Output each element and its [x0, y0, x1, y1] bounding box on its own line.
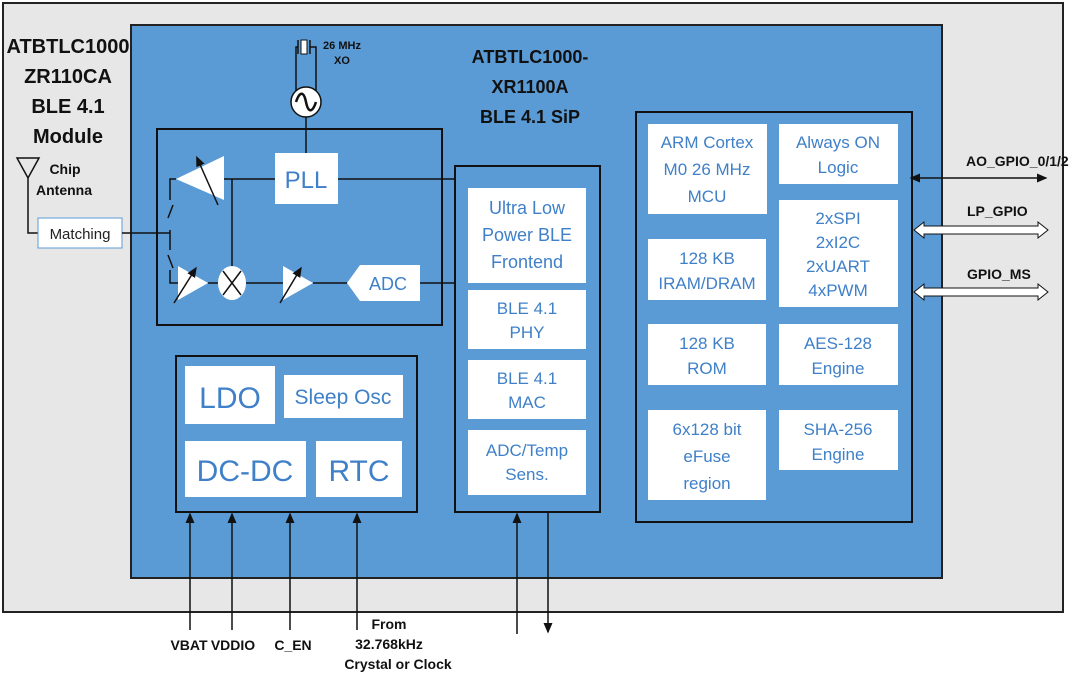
clock-label: 32.768kHz — [355, 636, 423, 652]
antenna-icon — [15, 157, 41, 234]
svg-text:ADC/Temp: ADC/Temp — [486, 441, 568, 460]
svg-text:XR1100A: XR1100A — [491, 77, 568, 97]
ble-phy-label: BLE 4.1 PHY — [497, 299, 558, 342]
pll-label: PLL — [285, 167, 328, 194]
svg-text:MCU: MCU — [688, 187, 727, 206]
svg-text:4xPWM: 4xPWM — [808, 281, 868, 300]
antenna-label: Chip — [49, 161, 80, 177]
pa-icon — [176, 156, 224, 200]
rtc-block — [316, 441, 402, 497]
ldo-block — [185, 366, 275, 424]
ldo-label: LDO — [199, 382, 261, 415]
ble-block — [454, 165, 601, 513]
module-title-line: BLE 4.1 — [31, 96, 104, 118]
amplifier-icon — [283, 266, 313, 300]
gpio-ms-label: GPIO_MS — [967, 266, 1031, 282]
svg-text:Ultra Low: Ultra Low — [489, 198, 566, 218]
svg-text:AES-128: AES-128 — [804, 334, 872, 353]
svg-text:128 KB: 128 KB — [679, 249, 735, 268]
c-en-label: C_EN — [274, 637, 311, 653]
matching-block — [37, 217, 123, 249]
aes-block — [779, 324, 898, 385]
svg-text:Always ON: Always ON — [796, 133, 880, 152]
antenna-label: Antenna — [36, 182, 92, 198]
oscillator-icon — [290, 86, 322, 118]
arm-mcu-block — [648, 124, 767, 214]
sha-block — [779, 410, 898, 470]
lp-gpio-arrow — [913, 220, 1049, 240]
rtc-label: RTC — [328, 455, 389, 488]
module-title-line: ZR110CA — [24, 66, 112, 88]
vbat-label: VBAT — [170, 637, 208, 653]
svg-text:Engine: Engine — [812, 359, 865, 378]
svg-text:Sens.: Sens. — [505, 465, 548, 484]
adc-temp-block — [468, 430, 586, 495]
sip-title: ATBTLC1000- XR1100A BLE 4.1 SiP — [472, 47, 589, 127]
module-title-line: Module — [33, 126, 103, 148]
svg-text:BLE 4.1: BLE 4.1 — [497, 369, 558, 388]
sleep-osc-block — [284, 375, 403, 418]
sleep-osc-label: Sleep Osc — [295, 386, 392, 409]
svg-text:eFuse: eFuse — [683, 447, 730, 466]
svg-text:2xSPI: 2xSPI — [815, 209, 860, 228]
vddio-label: VDDIO — [211, 637, 255, 653]
svg-text:ROM: ROM — [687, 359, 727, 378]
mcu-block — [635, 111, 913, 523]
svg-text:128 KB: 128 KB — [679, 334, 735, 353]
svg-text:M0 26 MHz: M0 26 MHz — [664, 160, 751, 179]
svg-text:MAC: MAC — [508, 393, 546, 412]
svg-text:BLE 4.1 SiP: BLE 4.1 SiP — [480, 107, 580, 127]
pin-arrows — [185, 512, 553, 634]
xo-label: XO — [334, 55, 350, 67]
svg-text:Power BLE: Power BLE — [482, 225, 572, 245]
adc-label: ADC — [369, 274, 407, 294]
svg-text:Engine: Engine — [812, 445, 865, 464]
dcdc-block — [185, 441, 306, 497]
dcdc-label: DC-DC — [197, 455, 294, 488]
svg-text:SHA-256: SHA-256 — [804, 420, 873, 439]
ram-block — [648, 239, 766, 300]
svg-text:region: region — [683, 474, 730, 493]
clock-label: Crystal or Clock — [344, 656, 452, 672]
ble-phy-block — [468, 290, 586, 349]
pll-block — [275, 153, 338, 204]
svg-text:IRAM/DRAM: IRAM/DRAM — [658, 274, 755, 293]
xo-label: 26 MHz — [323, 40, 361, 52]
mixer-icon — [218, 266, 246, 300]
ao-gpio-label: AO_GPIO_0/1/2 — [966, 153, 1069, 169]
ble-frontend-label: Ultra Low Power BLE Frontend — [482, 198, 572, 272]
ble-frontend-block — [468, 188, 586, 283]
svg-text:ATBTLC1000-: ATBTLC1000- — [472, 47, 589, 67]
module-title-line: ATBTLC1000 — [7, 36, 130, 58]
ble-mac-block — [468, 360, 586, 419]
efuse-block — [648, 410, 766, 500]
svg-text:6x128 bit: 6x128 bit — [673, 420, 742, 439]
svg-text:2xI2C: 2xI2C — [816, 233, 860, 252]
svg-text:BLE 4.1: BLE 4.1 — [497, 299, 558, 318]
svg-text:PHY: PHY — [510, 323, 545, 342]
peripherals-block — [779, 200, 898, 307]
rom-block — [648, 324, 766, 385]
svg-text:Frontend: Frontend — [491, 252, 563, 272]
rf-block — [156, 128, 443, 326]
module-title: ATBTLC1000 ZR110CA BLE 4.1 Module — [7, 36, 130, 148]
always-on-block — [779, 124, 898, 184]
clock-label: From — [372, 616, 407, 632]
lp-gpio-label: LP_GPIO — [967, 203, 1028, 219]
lna-icon — [178, 266, 208, 300]
matching-label: Matching — [50, 226, 111, 243]
svg-text:ARM Cortex: ARM Cortex — [661, 133, 754, 152]
svg-text:2xUART: 2xUART — [806, 257, 870, 276]
adc-temp-label: ADC/Temp Sens. — [486, 441, 568, 484]
power-block — [175, 355, 418, 513]
adc-block — [347, 265, 420, 301]
crystal-icon — [295, 39, 317, 96]
gpio-ms-arrow — [913, 282, 1049, 302]
ble-mac-label: BLE 4.1 MAC — [497, 369, 558, 412]
svg-text:Logic: Logic — [818, 158, 859, 177]
